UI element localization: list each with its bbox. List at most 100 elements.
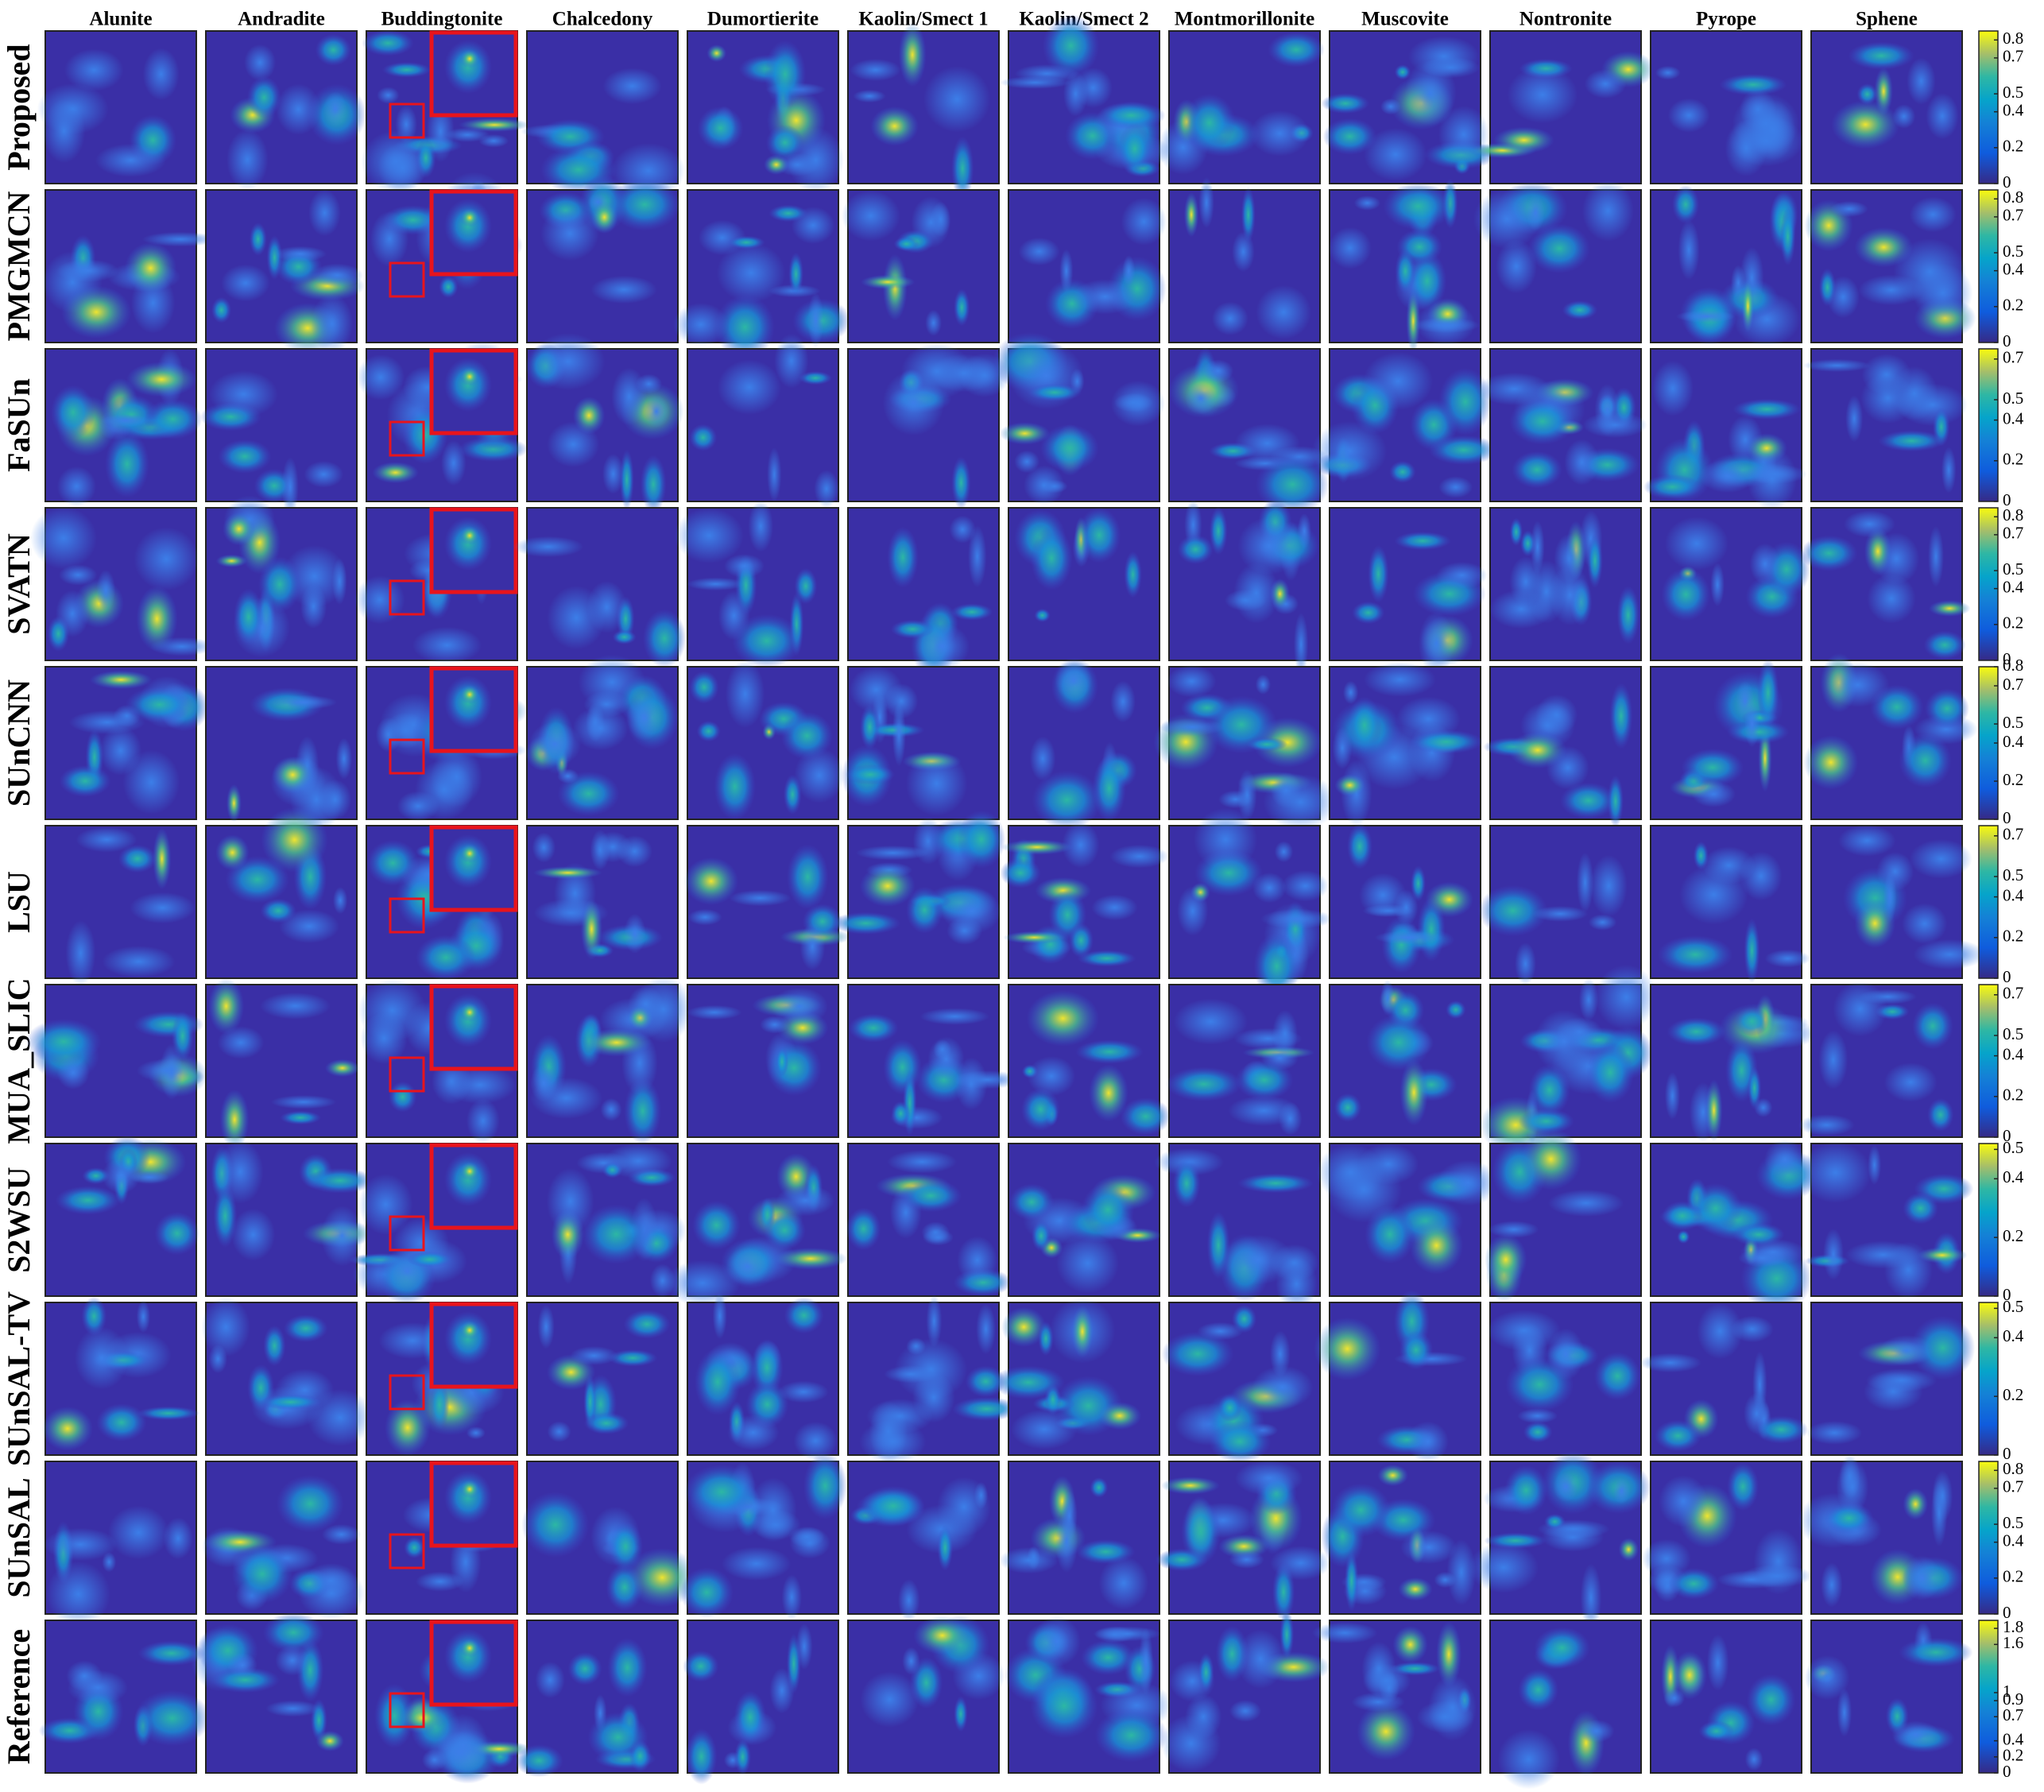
abundance-map: [1650, 185, 1802, 346]
map-blob: [749, 1477, 797, 1543]
map-blob: [1263, 773, 1338, 830]
colorbar: [1978, 348, 1999, 502]
map-blob: [1893, 238, 1967, 306]
map-blob: [1923, 630, 1966, 660]
map-blob: [773, 1247, 848, 1270]
map-blob: [1233, 562, 1279, 624]
map-blob: [1328, 226, 1372, 269]
map-blob: [466, 1098, 500, 1144]
map-blob: [1392, 1625, 1428, 1664]
map-blob: [954, 288, 970, 327]
map-blob: [1374, 930, 1443, 945]
map-blob: [799, 923, 826, 970]
abundance-map: [687, 660, 845, 820]
abundance-map: [521, 1461, 699, 1615]
map-blob: [926, 1295, 943, 1348]
map-blob: [633, 976, 694, 1043]
colorbar-tick-label: 0.5: [2003, 1513, 2023, 1532]
map-blob: [1062, 822, 1100, 869]
map-blob: [1672, 1651, 1707, 1700]
map-blob: [604, 1143, 672, 1179]
map-blob: [137, 1406, 200, 1421]
colorbar-tick-label: 0.5: [2003, 1297, 2023, 1316]
zoom-box-small: [389, 1056, 425, 1093]
map-blob: [308, 189, 341, 237]
colorbar-tick-label: 0.4: [2003, 1531, 2024, 1550]
map-blob: [906, 886, 943, 934]
map-blob: [1867, 574, 1916, 624]
map-blob: [642, 609, 687, 668]
map-blob: [898, 22, 927, 87]
abundance-map: [683, 1620, 839, 1785]
map-blob: [1090, 1477, 1109, 1498]
abundance-map: [30, 506, 215, 661]
map-blob: [626, 695, 662, 741]
map-blob: [269, 695, 337, 710]
map-blob: [1749, 543, 1781, 585]
map-blob: [1484, 1532, 1547, 1549]
map-blob: [1185, 1693, 1222, 1740]
map-blob: [99, 726, 142, 776]
map-blob: [1741, 279, 1755, 333]
map-blob: [1586, 1041, 1635, 1104]
colorbar-tick-label: 0: [2003, 1444, 2011, 1463]
map-blob: [1664, 1071, 1681, 1120]
colorbar-tick-label: 0.7: [2003, 524, 2023, 543]
abundance-map: [42, 189, 219, 343]
map-blob: [1380, 98, 1401, 115]
map-blob: [360, 1012, 408, 1065]
map-blob: [95, 143, 166, 177]
colorbar-tick-label: 0.4: [2003, 1044, 2024, 1063]
map-blob: [1535, 694, 1578, 736]
abundance-map: [673, 189, 851, 360]
map-blob: [1027, 383, 1082, 402]
map-blob: [281, 457, 299, 517]
map-blob: [1097, 101, 1166, 130]
zoom-box-small: [389, 738, 425, 775]
map-blob: [30, 506, 97, 570]
abundance-map: [1160, 1609, 1331, 1774]
map-blob: [311, 263, 364, 288]
map-blob: [102, 1552, 117, 1573]
map-blob: [1097, 1402, 1142, 1430]
abundance-map: [1477, 825, 1642, 985]
map-blob: [734, 1690, 767, 1744]
colorbar-tick-label: 0: [2003, 1285, 2011, 1304]
abundance-map: [45, 348, 203, 507]
map-blob: [1732, 398, 1801, 420]
zoom-box-small: [389, 1215, 425, 1252]
map-blob: [570, 1345, 618, 1365]
map-blob: [1363, 352, 1434, 411]
map-blob: [1218, 790, 1252, 809]
map-blob: [1518, 1108, 1574, 1134]
map-blob: [41, 1406, 93, 1451]
map-blob: [389, 1081, 417, 1113]
row-header: MUA_SLIC: [1, 978, 37, 1144]
abundance-map: [847, 984, 1024, 1138]
row-header: SUnCNN: [1, 679, 37, 807]
map-blob: [905, 751, 968, 816]
map-blob: [732, 613, 802, 668]
map-blob: [1639, 1353, 1701, 1373]
map-blob: [126, 362, 197, 397]
map-blob: [304, 1563, 358, 1599]
map-blob: [56, 466, 96, 507]
map-blob: [1237, 1173, 1314, 1194]
map-blob: [513, 536, 584, 558]
map-blob: [163, 1517, 193, 1560]
map-blob: [1362, 1663, 1411, 1698]
zoom-box-small: [389, 1692, 425, 1728]
map-blob: [1732, 1222, 1785, 1247]
map-blob: [358, 1174, 413, 1235]
colorbar: [1978, 1143, 1999, 1297]
colorbar-tick-label: 0.7: [2003, 675, 2023, 694]
map-blob: [1913, 939, 1986, 970]
map-blob: [231, 1544, 293, 1604]
map-blob: [1902, 903, 1948, 945]
abundance-map: [1008, 657, 1160, 830]
map-blob: [1322, 118, 1377, 155]
map-blob: [1039, 424, 1099, 472]
map-blob: [748, 500, 773, 552]
map-blob: [612, 629, 637, 644]
map-blob: [783, 774, 802, 815]
